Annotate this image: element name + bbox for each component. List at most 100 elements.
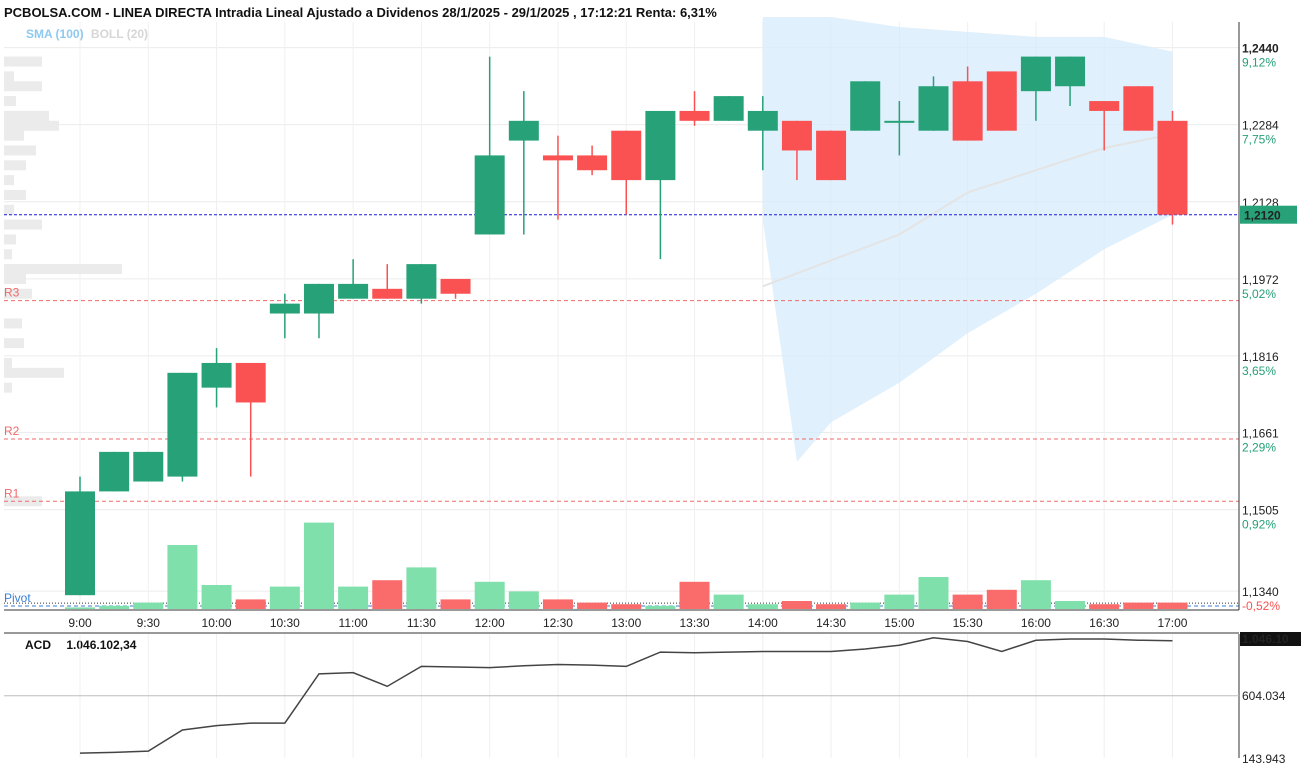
candle-body (338, 283, 369, 299)
volume-profile-bar (4, 96, 16, 107)
y-tick-label: 1,2284 (1242, 119, 1279, 133)
volume-profile (4, 56, 122, 507)
boll-legend-label[interactable]: BOLL (20) (90, 27, 149, 41)
acd-value: 1.046.102,34 (66, 638, 137, 652)
volume-bar (99, 605, 130, 609)
candle-body (372, 288, 403, 299)
x-tick-label: 13:00 (611, 616, 641, 630)
x-tick-label: 14:30 (816, 616, 846, 630)
acd-tick-label: 143.943 (1242, 752, 1286, 763)
candle-body (952, 81, 983, 141)
candle-body (201, 362, 232, 388)
pct-label: 2,29% (1242, 441, 1276, 455)
candle-body (303, 283, 334, 314)
volume-bar (713, 594, 744, 609)
volume-profile-bar (4, 234, 16, 245)
y-tick-label: 1,2440 (1242, 42, 1279, 56)
volume-bar (167, 545, 198, 609)
acd-title: ACD (25, 638, 51, 652)
x-tick-label: 17:00 (1157, 616, 1187, 630)
sma-legend-label[interactable]: SMA (100) (26, 27, 84, 41)
acd-line (79, 636, 1173, 754)
candle-body (986, 71, 1017, 131)
volume-bar (201, 585, 232, 609)
volume-bar (508, 591, 539, 609)
volume-bar (747, 604, 778, 609)
last-price-label: 1,2120 (1244, 209, 1281, 223)
volume-bar (1123, 602, 1154, 609)
volume-profile-bar (4, 219, 42, 230)
volume-bar (952, 594, 983, 609)
volume-bar (816, 604, 847, 609)
candle-body (816, 130, 847, 181)
candle-body (99, 451, 130, 492)
sma-line (762, 133, 1173, 288)
x-tick-label: 12:00 (475, 616, 505, 630)
pct-label: 0,92% (1242, 518, 1276, 532)
candle-body (577, 155, 608, 171)
volume-profile-bar (4, 382, 12, 393)
candle-body (269, 303, 300, 314)
candle-body (884, 120, 915, 123)
volume-bar (884, 594, 915, 609)
x-tick-label: 16:30 (1089, 616, 1119, 630)
last-price-tag (1240, 205, 1297, 224)
candle-body (508, 120, 539, 141)
x-tick-label: 11:30 (407, 616, 436, 630)
x-tick-label: 16:00 (1021, 616, 1051, 630)
pct-label: -0,52% (1242, 599, 1280, 613)
volume-profile-bar (4, 273, 26, 284)
volume-bar (235, 599, 266, 609)
candle-body (133, 451, 164, 482)
volume-bar (850, 602, 881, 609)
candle-body (611, 130, 642, 181)
volume-bar (781, 601, 812, 609)
volume-profile-bar (4, 71, 14, 82)
volume-bar (303, 522, 334, 609)
level-label-pivot: Pivot (4, 591, 31, 605)
candle-body (850, 81, 881, 131)
acd-value-tag (1240, 632, 1301, 646)
volume-profile-bar (4, 288, 32, 299)
volume-bar (1157, 602, 1188, 609)
candle-body (1055, 56, 1086, 87)
volume-profile-bar (4, 357, 12, 368)
y-tick-label: 1,1816 (1242, 350, 1279, 364)
x-tick-label: 14:00 (748, 616, 778, 630)
volume-bar (577, 602, 608, 609)
volume-bar (269, 586, 300, 609)
y-tick-label: 1,1661 (1242, 427, 1279, 441)
volume-profile-bar (4, 130, 24, 141)
pct-label: 9,12% (1242, 56, 1276, 70)
volume-profile-bar (4, 145, 36, 156)
axes: 1,24401,22841,21281,19721,18161,16611,15… (4, 22, 1297, 758)
candle-body (474, 155, 505, 235)
candle-body (235, 362, 266, 403)
volume-profile-bar (4, 264, 122, 275)
x-tick-label: 10:30 (270, 616, 300, 630)
y-tick-label: 1,1972 (1242, 273, 1279, 287)
pct-label: 3,65% (1242, 364, 1276, 378)
volume-bars (65, 522, 1188, 609)
candle-body (679, 110, 710, 121)
candle-body (167, 372, 198, 477)
y-tick-label: 1,1505 (1242, 504, 1279, 518)
candle-body (1157, 120, 1188, 215)
x-tick-label: 9:30 (137, 616, 161, 630)
volume-profile-bar (4, 249, 12, 260)
indicator-legend: SMA (100) BOLL (20) (26, 27, 148, 41)
volume-profile-bar (4, 367, 64, 378)
x-tick-label: 10:00 (202, 616, 232, 630)
volume-bar (1055, 601, 1086, 609)
volume-bar (986, 589, 1017, 609)
volume-bar (372, 580, 403, 609)
volume-bar (918, 577, 949, 609)
candle-body (645, 110, 676, 181)
volume-profile-bar (4, 120, 59, 131)
volume-profile-bar (4, 175, 14, 186)
volume-bar (65, 607, 95, 609)
volume-profile-bar (4, 56, 42, 67)
volume-bar (645, 605, 676, 609)
volume-bar (133, 602, 164, 609)
